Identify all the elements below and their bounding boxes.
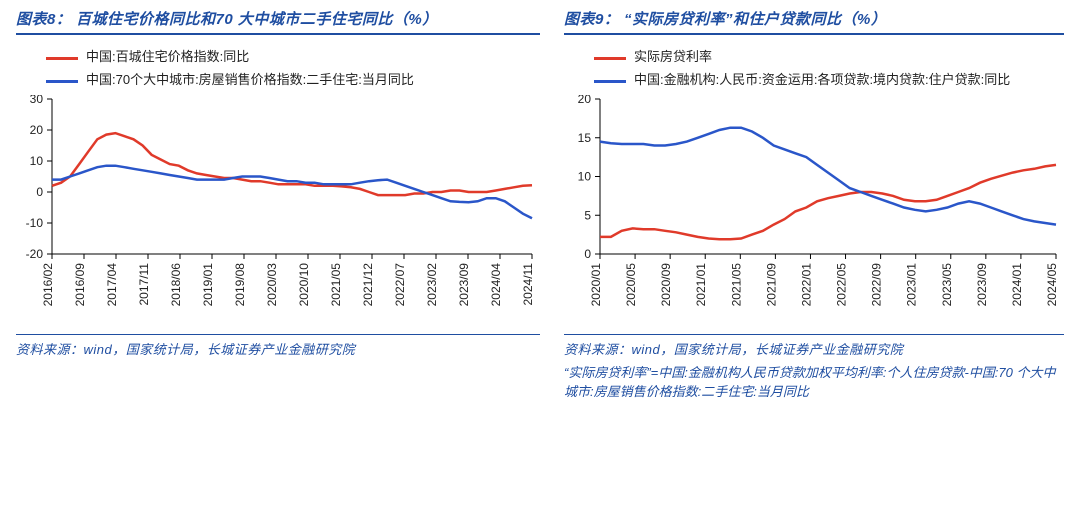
x-tick-label: 2024/01 bbox=[1010, 262, 1024, 306]
x-tick-label: 2021/05 bbox=[729, 262, 743, 306]
x-tick-label: 2022/07 bbox=[393, 262, 407, 306]
x-tick-label: 2022/05 bbox=[835, 262, 849, 306]
legend-item: 中国:百城住宅价格指数:同比 bbox=[46, 49, 540, 66]
y-tick-label: 10 bbox=[30, 154, 44, 168]
x-tick-label: 2023/02 bbox=[425, 262, 439, 306]
chart8-title: 图表8： 百城住宅价格同比和70 大中城市二手住宅同比（%） bbox=[16, 8, 540, 35]
legend-item: 中国:金融机构:人民币:资金运用:各项贷款:境内贷款:住户贷款:同比 bbox=[594, 72, 1064, 89]
y-tick-label: 15 bbox=[578, 131, 592, 145]
x-tick-label: 2019/08 bbox=[233, 262, 247, 306]
x-tick-label: 2023/05 bbox=[940, 262, 954, 306]
legend-swatch bbox=[594, 57, 626, 60]
x-tick-label: 2022/09 bbox=[870, 262, 884, 306]
y-tick-label: -10 bbox=[26, 216, 44, 230]
series-line bbox=[52, 133, 532, 195]
legend-label: 中国:金融机构:人民币:资金运用:各项贷款:境内贷款:住户贷款:同比 bbox=[634, 72, 1010, 89]
x-tick-label: 2021/05 bbox=[329, 262, 343, 306]
x-tick-label: 2022/01 bbox=[799, 262, 813, 306]
x-tick-label: 2020/10 bbox=[297, 262, 311, 306]
x-tick-label: 2023/09 bbox=[975, 262, 989, 306]
x-tick-label: 2021/12 bbox=[361, 262, 375, 306]
legend-swatch bbox=[46, 57, 78, 60]
x-tick-label: 2016/09 bbox=[73, 262, 87, 306]
legend-item: 实际房贷利率 bbox=[594, 49, 1064, 66]
x-tick-label: 2021/01 bbox=[694, 262, 708, 306]
legend-swatch bbox=[46, 80, 78, 83]
y-tick-label: 20 bbox=[30, 123, 44, 137]
chart9: 0 5 10 15 20 2020/01 2020/05 2020/09 2021/01 2021… bbox=[564, 95, 1064, 328]
legend-label: 实际房贷利率 bbox=[634, 49, 712, 66]
right-panel: 图表9： “实际房贷利率”和住户贷款同比（%） 实际房贷利率中国:金融机构:人民… bbox=[564, 8, 1064, 401]
y-tick-label: 0 bbox=[584, 247, 591, 261]
y-tick-label: 20 bbox=[578, 95, 592, 106]
y-tick-label: 0 bbox=[36, 185, 43, 199]
legend-swatch bbox=[594, 80, 626, 83]
x-tick-label: 2020/01 bbox=[589, 262, 603, 306]
x-tick-label: 2016/02 bbox=[41, 262, 55, 306]
x-tick-label: 2023/01 bbox=[905, 262, 919, 306]
y-tick-label: 30 bbox=[30, 95, 44, 106]
left-panel: 图表8： 百城住宅价格同比和70 大中城市二手住宅同比（%） 中国:百城住宅价格… bbox=[16, 8, 540, 358]
x-tick-label: 2023/09 bbox=[457, 262, 471, 306]
chart8-source: 资料来源：wind，国家统计局，长城证券产业金融研究院 bbox=[16, 334, 540, 358]
x-tick-label: 2019/01 bbox=[201, 262, 215, 306]
y-tick-label: 10 bbox=[578, 169, 592, 183]
chart9-source: 资料来源：wind，国家统计局，长城证券产业金融研究院 bbox=[564, 334, 1064, 358]
chart9-title: 图表9： “实际房贷利率”和住户贷款同比（%） bbox=[564, 8, 1064, 35]
x-tick-label: 2020/03 bbox=[265, 262, 279, 306]
chart8-legend: 中国:百城住宅价格指数:同比中国:70个大中城市:房屋销售价格指数:二手住宅:当… bbox=[46, 49, 540, 89]
x-tick-label: 2017/11 bbox=[137, 262, 151, 305]
x-tick-label: 2021/09 bbox=[764, 262, 778, 306]
y-tick-label: 5 bbox=[584, 208, 591, 222]
x-tick-label: 2024/04 bbox=[489, 262, 503, 306]
series-line bbox=[52, 165, 532, 218]
x-tick-label: 2024/05 bbox=[1045, 262, 1059, 306]
chart9-footnote: “实际房贷利率”=中国:金融机构人民币贷款加权平均利率:个人住房贷款-中国:70… bbox=[564, 364, 1064, 402]
legend-label: 中国:70个大中城市:房屋销售价格指数:二手住宅:当月同比 bbox=[86, 72, 414, 89]
chart8: -20 -10 0 10 20 30 2016/02 2016/09 2017/04 2017/1… bbox=[16, 95, 540, 328]
legend-item: 中国:70个大中城市:房屋销售价格指数:二手住宅:当月同比 bbox=[46, 72, 540, 89]
x-tick-label: 2017/04 bbox=[105, 262, 119, 306]
legend-label: 中国:百城住宅价格指数:同比 bbox=[86, 49, 249, 66]
series-line bbox=[600, 165, 1056, 239]
chart9-legend: 实际房贷利率中国:金融机构:人民币:资金运用:各项贷款:境内贷款:住户贷款:同比 bbox=[594, 49, 1064, 89]
x-tick-label: 2020/05 bbox=[624, 262, 638, 306]
series-line bbox=[600, 127, 1056, 224]
x-tick-label: 2020/09 bbox=[659, 262, 673, 306]
x-tick-label: 2018/06 bbox=[169, 262, 183, 306]
x-tick-label: 2024/11 bbox=[521, 262, 535, 305]
y-tick-label: -20 bbox=[26, 247, 44, 261]
